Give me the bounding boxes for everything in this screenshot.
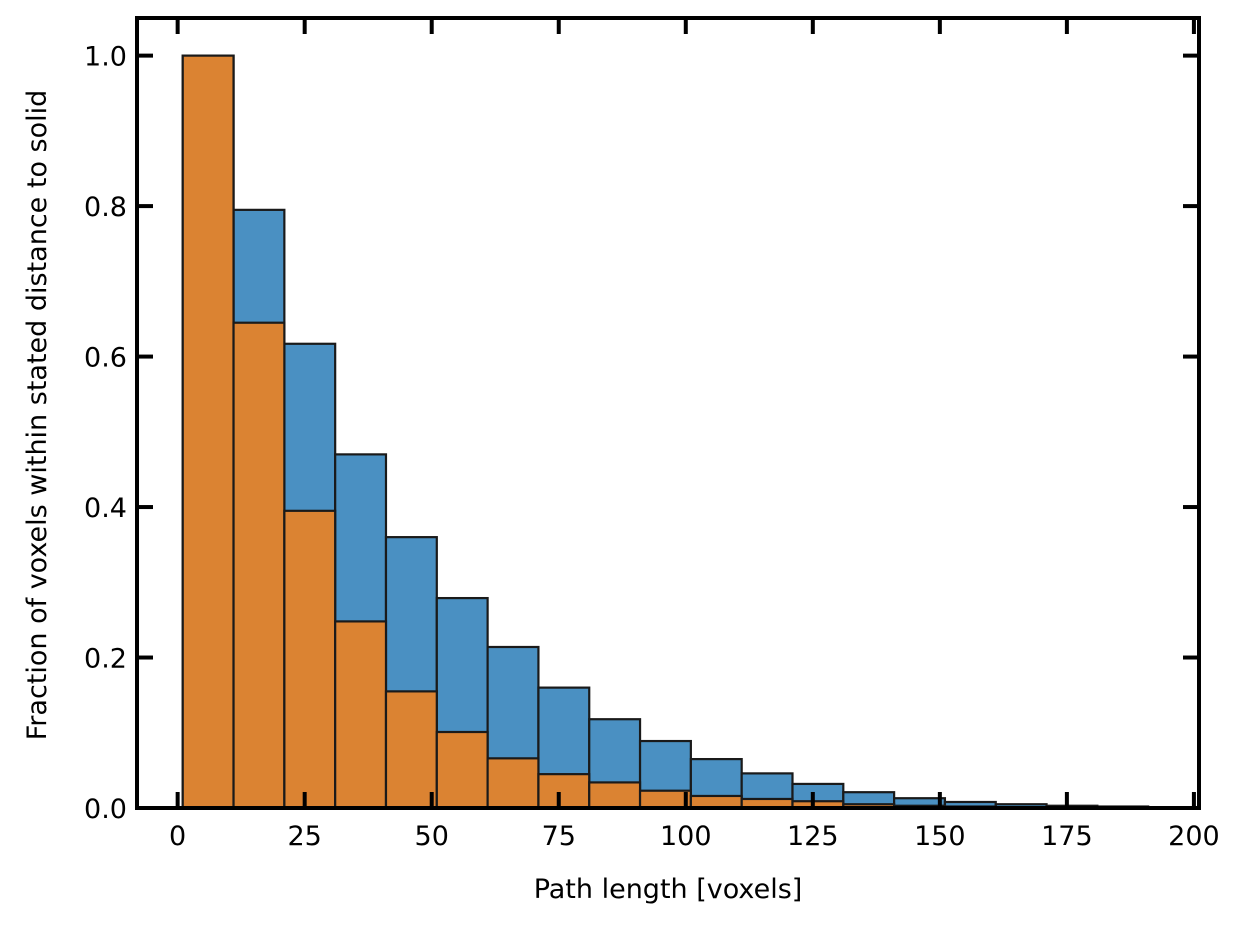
ticks-layer: 0 25 50 75 100 125 150 175 200 0.0 0.2 0.4 0.6 0.8 1.0 xyxy=(84,18,1220,852)
y-tick-label: 0.2 xyxy=(84,644,127,675)
bars-layer xyxy=(181,54,1201,810)
x-tick-label: 150 xyxy=(914,821,966,852)
plot-frame xyxy=(135,16,1201,810)
x-tick-label: 25 xyxy=(288,821,322,852)
y-tick-label: 0.6 xyxy=(84,343,127,374)
bar-series2-bin8 xyxy=(537,773,591,810)
y-tick-label: 0.8 xyxy=(84,192,127,223)
x-tick-label: 125 xyxy=(787,821,839,852)
bar-series2-bin2 xyxy=(232,321,286,810)
x-tick-label: 0 xyxy=(169,821,186,852)
bar-series2-bin7 xyxy=(486,757,540,810)
bar-series2-bin3 xyxy=(283,509,337,810)
x-tick-label: 175 xyxy=(1041,821,1093,852)
y-tick-label: 0.4 xyxy=(84,493,127,524)
x-tick-label: 200 xyxy=(1168,821,1220,852)
y-axis-label: Fraction of voxels within stated distanc… xyxy=(22,90,53,741)
x-tick-label: 50 xyxy=(415,821,449,852)
bar-series2-bin5 xyxy=(384,690,438,810)
bar-series2-bin9 xyxy=(588,781,642,810)
x-tick-label: 100 xyxy=(660,821,712,852)
bar-series2-bin6 xyxy=(435,730,489,810)
bar-series2-bin4 xyxy=(334,620,388,810)
bar-series2-bin10 xyxy=(638,789,692,810)
x-axis-label: Path length [voxels] xyxy=(534,874,803,905)
x-tick-label: 75 xyxy=(542,821,576,852)
bar-series2-bin1 xyxy=(181,54,235,810)
y-tick-label: 1.0 xyxy=(84,42,127,73)
y-tick-label: 0.0 xyxy=(84,794,127,825)
